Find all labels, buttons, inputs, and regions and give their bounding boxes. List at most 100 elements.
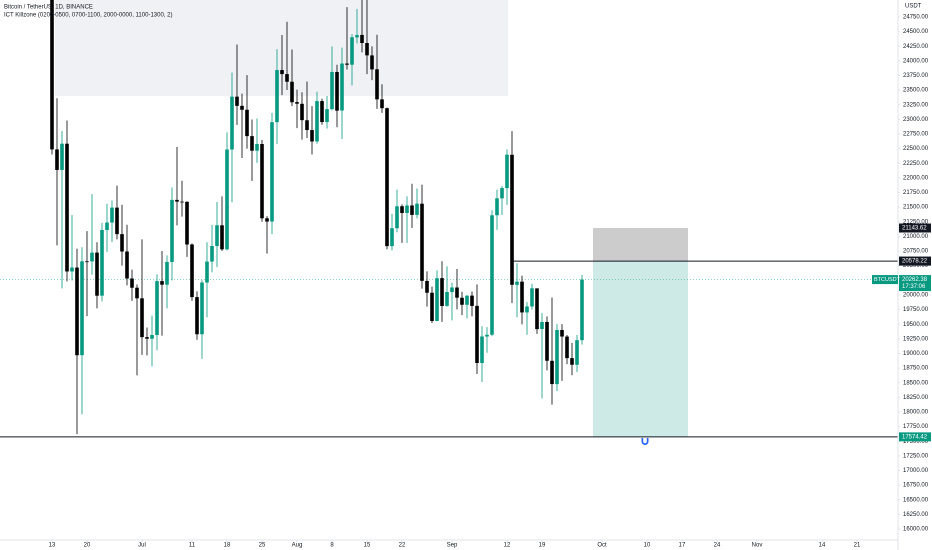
candle-body: [270, 122, 274, 222]
x-tick-label: 19: [539, 543, 546, 549]
candle-body: [230, 96, 234, 150]
y-tick-label: 20750.00: [903, 249, 929, 255]
candle-body: [195, 297, 199, 335]
y-tick-label: 24500.00: [903, 29, 929, 35]
x-tick-label: 8: [330, 543, 334, 549]
candle-body: [420, 203, 424, 281]
candle-body: [575, 340, 579, 365]
candle-body: [115, 207, 119, 235]
candle-body: [430, 292, 434, 321]
candle-body: [360, 34, 364, 44]
candle-body: [280, 70, 284, 75]
candle-body: [480, 336, 484, 363]
x-tick-label: 12: [504, 543, 511, 549]
candle-body: [500, 188, 504, 199]
x-tick-label: 24: [714, 543, 721, 549]
candle-body: [315, 101, 319, 142]
candle-body: [445, 292, 449, 306]
candle-body: [100, 229, 104, 296]
candle-body: [380, 99, 384, 109]
candle-body: [515, 281, 519, 285]
indicator-label: ICT Killzone (0200-0500, 0700-1100, 2000…: [4, 13, 172, 19]
candle-body: [395, 206, 399, 229]
y-tick-label: 21750.00: [903, 190, 929, 196]
y-tick-label: 17500.00: [903, 439, 929, 445]
candle-body: [170, 199, 174, 262]
y-tick-label: 22250.00: [903, 161, 929, 167]
candle-body: [400, 206, 404, 214]
position-stop-zone: [593, 228, 688, 262]
x-tick-label: Jul: [138, 543, 146, 549]
level-price-label: 20578.22: [902, 259, 928, 265]
x-tick-label: 22: [399, 543, 406, 549]
candle-body: [265, 218, 269, 222]
x-tick-label: 15: [364, 543, 371, 549]
candle-body: [580, 279, 584, 341]
candle-body: [470, 295, 474, 306]
candle-body: [55, 149, 59, 170]
y-tick-label: 23500.00: [903, 88, 929, 94]
candle-body: [520, 281, 524, 313]
candle-body: [180, 201, 184, 203]
candle-body: [345, 63, 349, 65]
magnet-icon[interactable]: [641, 438, 649, 445]
y-tick-label: 21000.00: [903, 234, 929, 240]
plot-area: [0, 0, 898, 438]
candle-body: [90, 252, 94, 262]
candle-body: [350, 37, 354, 65]
candle-body: [135, 287, 139, 299]
candle-body: [310, 130, 314, 142]
countdown-label: 17:37:06: [902, 284, 926, 290]
killzone-box: [55, 0, 508, 96]
y-tick-label: 23750.00: [903, 73, 929, 79]
candle-body: [275, 70, 279, 123]
candle-body: [60, 143, 64, 170]
x-tick-label: Aug: [292, 543, 303, 549]
stop-price-label: 21143.62: [902, 226, 927, 232]
candle-body: [125, 251, 129, 279]
y-tick-label: 18750.00: [903, 366, 929, 372]
y-tick-label: 17000.00: [903, 468, 929, 474]
x-tick-label: 14: [819, 543, 826, 549]
candle-body: [150, 335, 154, 339]
candle-body: [565, 336, 569, 359]
candle-body: [175, 199, 179, 202]
candle-body: [410, 205, 414, 215]
candle-body: [300, 103, 304, 121]
candle-body: [210, 246, 214, 262]
candle-body: [450, 287, 454, 293]
candle-body: [505, 154, 509, 189]
candle-body: [425, 280, 429, 293]
candle-body: [165, 261, 169, 285]
y-tick-label: 17250.00: [903, 453, 929, 459]
y-tick-label: 16750.00: [903, 483, 929, 489]
candle-body: [545, 321, 549, 361]
candle-body: [130, 278, 134, 288]
candle-body: [145, 337, 149, 339]
y-tick-label: 19500.00: [903, 322, 929, 328]
y-tick-label: 16000.00: [903, 527, 929, 533]
x-tick-label: 25: [259, 543, 266, 549]
candle-body: [415, 203, 419, 215]
y-tick-label: 22000.00: [903, 175, 929, 181]
y-tick-label: 16500.00: [903, 497, 929, 503]
candle-body: [550, 360, 554, 385]
candle-body: [260, 144, 264, 219]
y-tick-label: 18250.00: [903, 395, 929, 401]
level-price-label: 17574.42: [902, 434, 928, 440]
candle-body: [255, 144, 259, 151]
y-tick-label: 21500.00: [903, 205, 929, 211]
candle-body: [250, 136, 254, 151]
x-tick-label: Sep: [447, 543, 458, 549]
candle-body: [70, 267, 74, 272]
candle-body: [75, 267, 79, 356]
candle-body: [290, 81, 294, 103]
x-tick-label: Oct: [597, 543, 607, 549]
candle-body: [305, 120, 309, 131]
last-price-label: 20262.38: [902, 277, 928, 283]
y-tick-label: 19750.00: [903, 307, 929, 313]
candle-body: [435, 278, 439, 321]
x-tick-label: 13: [49, 543, 56, 549]
candle-body: [205, 261, 209, 283]
